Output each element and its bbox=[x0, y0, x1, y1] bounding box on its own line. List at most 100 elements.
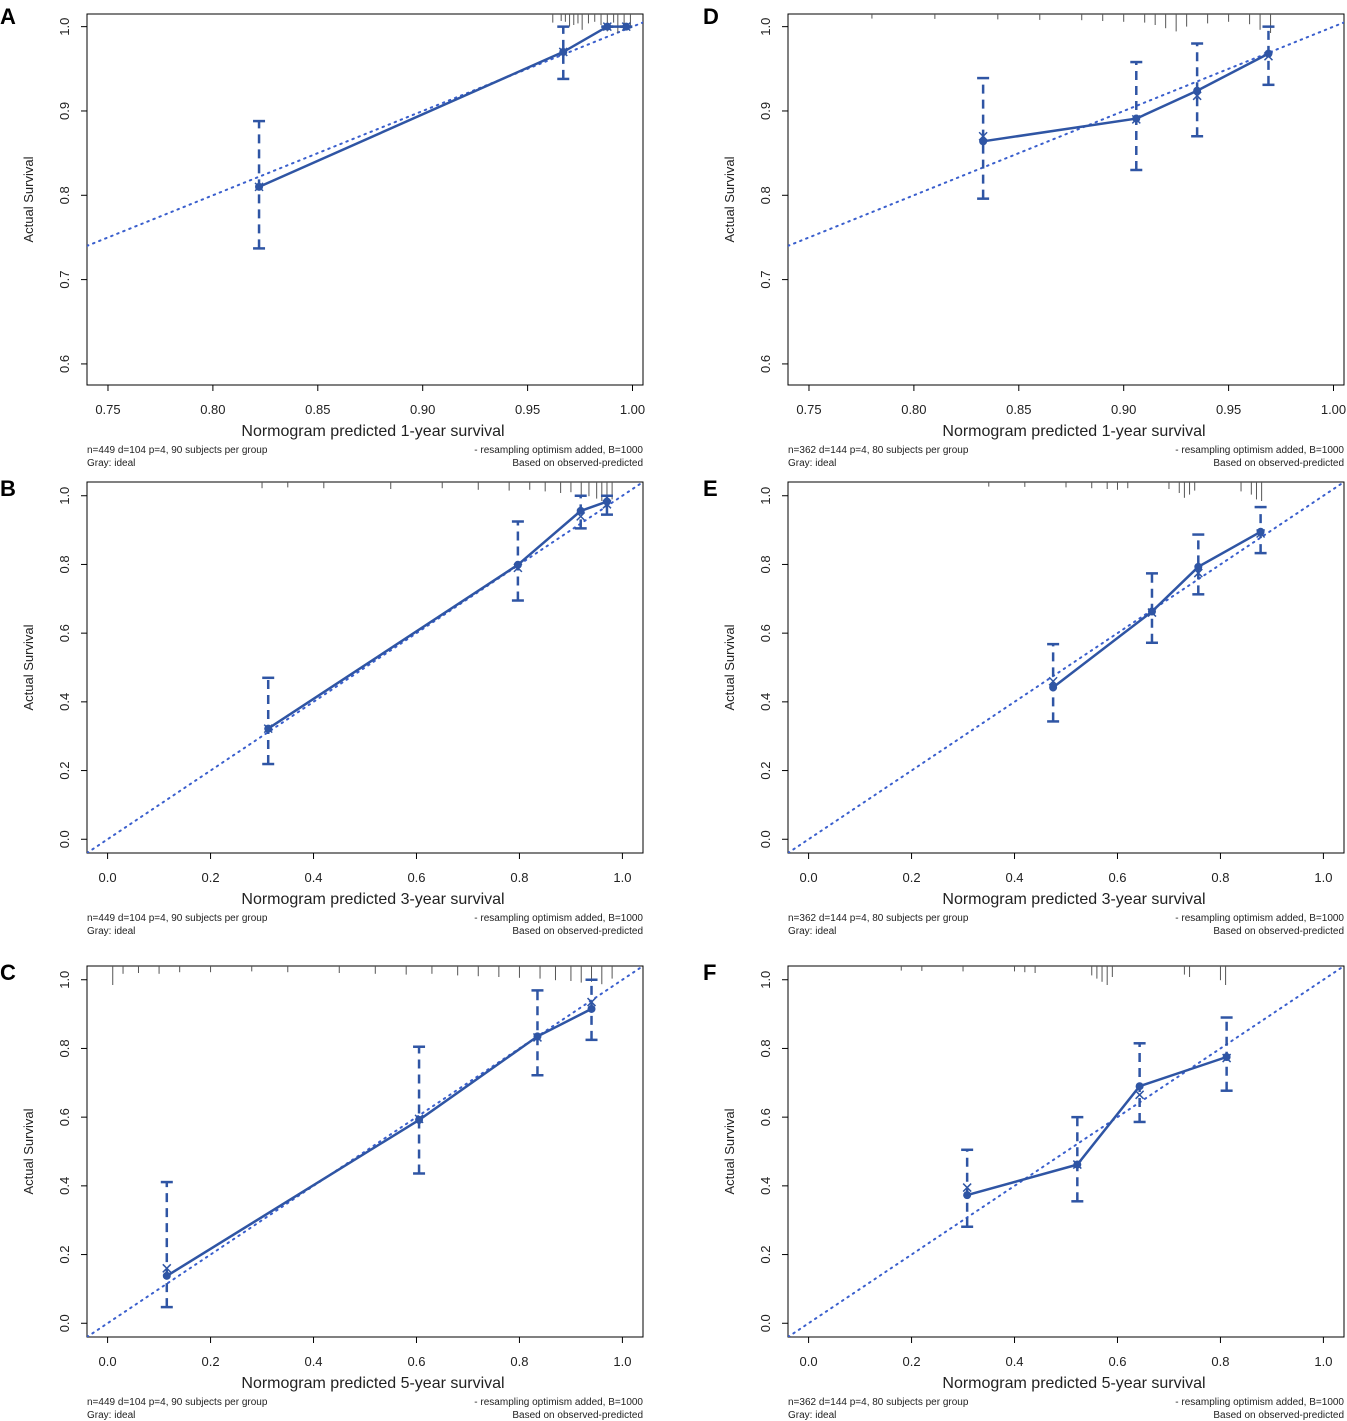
footer-right-1: - resampling optimism added, B=1000 bbox=[1175, 1397, 1344, 1408]
footer-left-2: Gray: ideal bbox=[788, 926, 836, 937]
y-tick-label: 1.0 bbox=[758, 487, 773, 505]
y-tick-label: 0.6 bbox=[57, 624, 72, 642]
footer-right-1: - resampling optimism added, B=1000 bbox=[474, 913, 643, 924]
corrected-point bbox=[513, 563, 523, 573]
y-tick-label: 0.2 bbox=[758, 762, 773, 780]
y-tick-label: 0.7 bbox=[57, 271, 72, 289]
corrected-point bbox=[1072, 1160, 1082, 1170]
panel-letter: F bbox=[703, 960, 716, 985]
y-tick-label: 0.6 bbox=[758, 355, 773, 373]
x-tick-label: 0.0 bbox=[800, 1354, 818, 1369]
corrected-point bbox=[254, 182, 264, 192]
y-tick-label: 0.0 bbox=[758, 1314, 773, 1332]
corrected-point bbox=[1193, 568, 1203, 578]
x-axis-title: Normogram predicted 5-year survival bbox=[241, 1375, 504, 1392]
y-tick-label: 0.8 bbox=[758, 1039, 773, 1057]
panel-d: D 0.75 0.80 0.85 0.90 0.95 1.00 0.6 0.7 0.8 0.9 1.0… bbox=[703, 4, 1346, 469]
plot-frame bbox=[86, 13, 644, 386]
ideal-line bbox=[788, 21, 1344, 247]
x-tick-label: 0.8 bbox=[510, 1354, 528, 1369]
x-tick-label: 0.85 bbox=[1006, 402, 1031, 417]
observed-point bbox=[1256, 527, 1265, 536]
footer-left-2: Gray: ideal bbox=[788, 1410, 836, 1421]
x-tick-label: 0.6 bbox=[1108, 870, 1126, 885]
plot-frame bbox=[787, 965, 1345, 1338]
x-tick-label: 0.0 bbox=[99, 870, 117, 885]
footer-left-2: Gray: ideal bbox=[788, 458, 836, 469]
y-axis-title: Actual Survival bbox=[21, 156, 36, 242]
observed-point bbox=[1135, 1082, 1144, 1091]
x-tick-label: 0.6 bbox=[407, 1354, 425, 1369]
panel-e: E 0.0 0.2 0.4 0.6 0.8 1.0 0.0 0.2 0.4 0.6 0.8 1.0 Nor… bbox=[703, 476, 1345, 937]
panel-b: B 0.0 0.2 0.4 0.6 0.8 1.0 0.0 0.2 0.4 0.6 0.8 1.0 Nor… bbox=[0, 476, 644, 937]
footer-left-1: n=362 d=144 p=4, 80 subjects per group bbox=[788, 913, 969, 924]
x-tick-label: 1.00 bbox=[620, 402, 645, 417]
observed-point bbox=[1049, 683, 1058, 692]
x-tick-label: 0.2 bbox=[903, 870, 921, 885]
corrected-point bbox=[586, 997, 597, 1007]
x-tick-label: 0.80 bbox=[200, 402, 225, 417]
plot-area bbox=[788, 966, 1344, 1337]
observed-point bbox=[1194, 562, 1203, 571]
x-axis-title: Normogram predicted 3-year survival bbox=[241, 891, 504, 908]
x-tick-label: 0.95 bbox=[1216, 402, 1241, 417]
corrected-point bbox=[1256, 528, 1266, 539]
y-tick-label: 0.8 bbox=[57, 1039, 72, 1057]
ideal-line bbox=[87, 966, 643, 1337]
y-axis-title: Actual Survival bbox=[722, 156, 737, 242]
x-tick-label: 0.8 bbox=[1211, 870, 1229, 885]
y-tick-label: 1.0 bbox=[57, 487, 72, 505]
ideal-line bbox=[788, 482, 1344, 853]
x-tick-label: 1.0 bbox=[1314, 870, 1332, 885]
x-tick-label: 1.0 bbox=[613, 1354, 631, 1369]
x-tick-label: 0.4 bbox=[304, 1354, 322, 1369]
x-tick-label: 0.4 bbox=[1005, 1354, 1023, 1369]
y-tick-label: 0.6 bbox=[758, 624, 773, 642]
corrected-point bbox=[576, 511, 586, 521]
ideal-line bbox=[87, 482, 643, 853]
panel-letter: A bbox=[0, 4, 16, 29]
x-tick-label: 0.95 bbox=[515, 402, 540, 417]
y-tick-label: 0.8 bbox=[57, 186, 72, 204]
y-axis-title: Actual Survival bbox=[722, 1108, 737, 1194]
footer-right-1: - resampling optimism added, B=1000 bbox=[474, 445, 643, 456]
y-tick-label: 0.2 bbox=[57, 762, 72, 780]
y-tick-label: 1.0 bbox=[758, 971, 773, 989]
x-tick-label: 0.6 bbox=[407, 870, 425, 885]
observed-point bbox=[602, 497, 611, 506]
x-axis-title: Normogram predicted 1-year survival bbox=[942, 423, 1205, 440]
y-tick-label: 0.0 bbox=[758, 830, 773, 848]
x-tick-label: 1.0 bbox=[613, 870, 631, 885]
x-axis-title: Normogram predicted 1-year survival bbox=[241, 423, 504, 440]
corrected-point bbox=[263, 724, 273, 734]
footer-right-1: - resampling optimism added, B=1000 bbox=[1175, 913, 1344, 924]
footer-left-1: n=362 d=144 p=4, 80 subjects per group bbox=[788, 445, 969, 456]
panel-c: C 0.0 0.2 0.4 0.6 0.8 1.0 0.0 0.2 0.4 0.6 0.8 1.0 Nor… bbox=[0, 960, 644, 1421]
x-axis-title: Normogram predicted 3-year survival bbox=[942, 891, 1205, 908]
corrected-point bbox=[962, 1183, 972, 1193]
x-tick-label: 0.75 bbox=[796, 402, 821, 417]
plot-area bbox=[87, 14, 643, 250]
footer-left-1: n=362 d=144 p=4, 80 subjects per group bbox=[788, 1397, 969, 1408]
y-axis-title: Actual Survival bbox=[21, 624, 36, 710]
corrected-point bbox=[621, 22, 631, 32]
observed-line bbox=[982, 52, 1270, 143]
x-tick-label: 0.75 bbox=[95, 402, 120, 417]
corrected-point bbox=[1048, 676, 1058, 686]
x-tick-label: 0.90 bbox=[1111, 402, 1136, 417]
plot-area bbox=[788, 14, 1344, 247]
y-axis-title: Actual Survival bbox=[722, 624, 737, 710]
y-tick-label: 0.6 bbox=[57, 1108, 72, 1126]
corrected-point bbox=[1263, 51, 1274, 61]
footer-right-2: Based on observed-predicted bbox=[1213, 926, 1344, 937]
footer-left-1: n=449 d=104 p=4, 90 subjects per group bbox=[87, 913, 268, 924]
corrected-point bbox=[414, 1114, 424, 1124]
y-tick-label: 1.0 bbox=[758, 18, 773, 36]
y-tick-label: 0.8 bbox=[57, 555, 72, 573]
footer-left-2: Gray: ideal bbox=[87, 1410, 135, 1421]
x-tick-label: 0.4 bbox=[304, 870, 322, 885]
y-tick-label: 0.2 bbox=[57, 1246, 72, 1264]
footer-right-2: Based on observed-predicted bbox=[1213, 458, 1344, 469]
y-tick-label: 0.9 bbox=[758, 102, 773, 120]
